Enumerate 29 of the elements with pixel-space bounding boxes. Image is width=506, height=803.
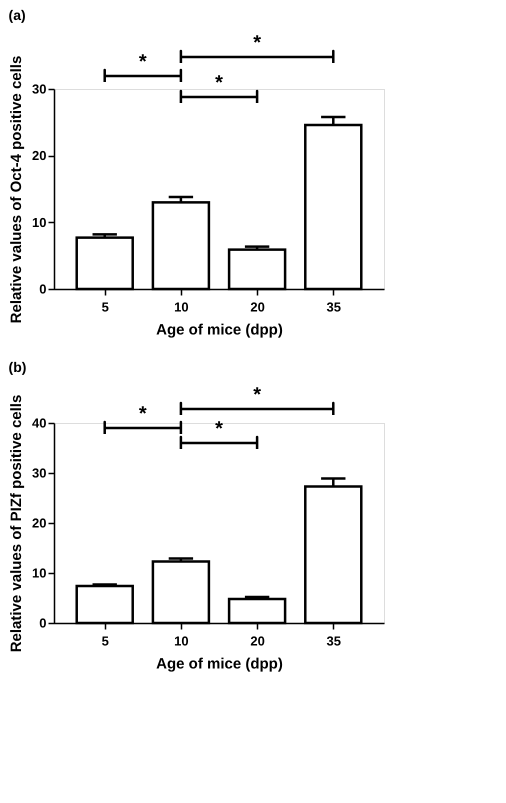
text: * (253, 32, 262, 54)
y-tick-label: 0 (39, 282, 46, 296)
chart-title: (b) (8, 359, 26, 375)
x-tick-label: 5 (102, 300, 109, 314)
x-axis-title: Age of mice (dpp) (156, 322, 283, 338)
text: * (253, 384, 262, 406)
y-tick-label: 20 (32, 148, 46, 164)
y-axis-title: Relative values of Oct-4 positive cells (8, 56, 26, 324)
annotation: * (215, 418, 224, 440)
x-tick-label: 35 (326, 634, 342, 648)
y-tick-label: 10 (32, 214, 46, 230)
x-tick-label: 20 (250, 300, 265, 314)
y-tick-label: 40 (32, 416, 46, 430)
x-tick-label: 20 (250, 634, 265, 648)
y-tick-label: 20 (32, 516, 46, 530)
annotation: * (215, 72, 224, 94)
x-tick-label: 10 (174, 634, 189, 648)
x-axis-title: Age of mice (dpp) (156, 656, 283, 672)
chart-title: (a) (8, 7, 26, 23)
y-tick-label: 30 (32, 82, 46, 96)
y-axis-title: Relative values of PIZf positive cells (8, 394, 26, 652)
x-tick-label: 35 (326, 300, 342, 314)
annotation: * (138, 403, 147, 425)
y-tick-label: 30 (32, 466, 46, 480)
x-tick-label: 5 (102, 634, 109, 648)
x-tick-label: 10 (174, 300, 189, 314)
y-tick-label: 10 (32, 566, 46, 580)
text: * (138, 51, 147, 73)
y-tick-label: 0 (39, 616, 46, 630)
